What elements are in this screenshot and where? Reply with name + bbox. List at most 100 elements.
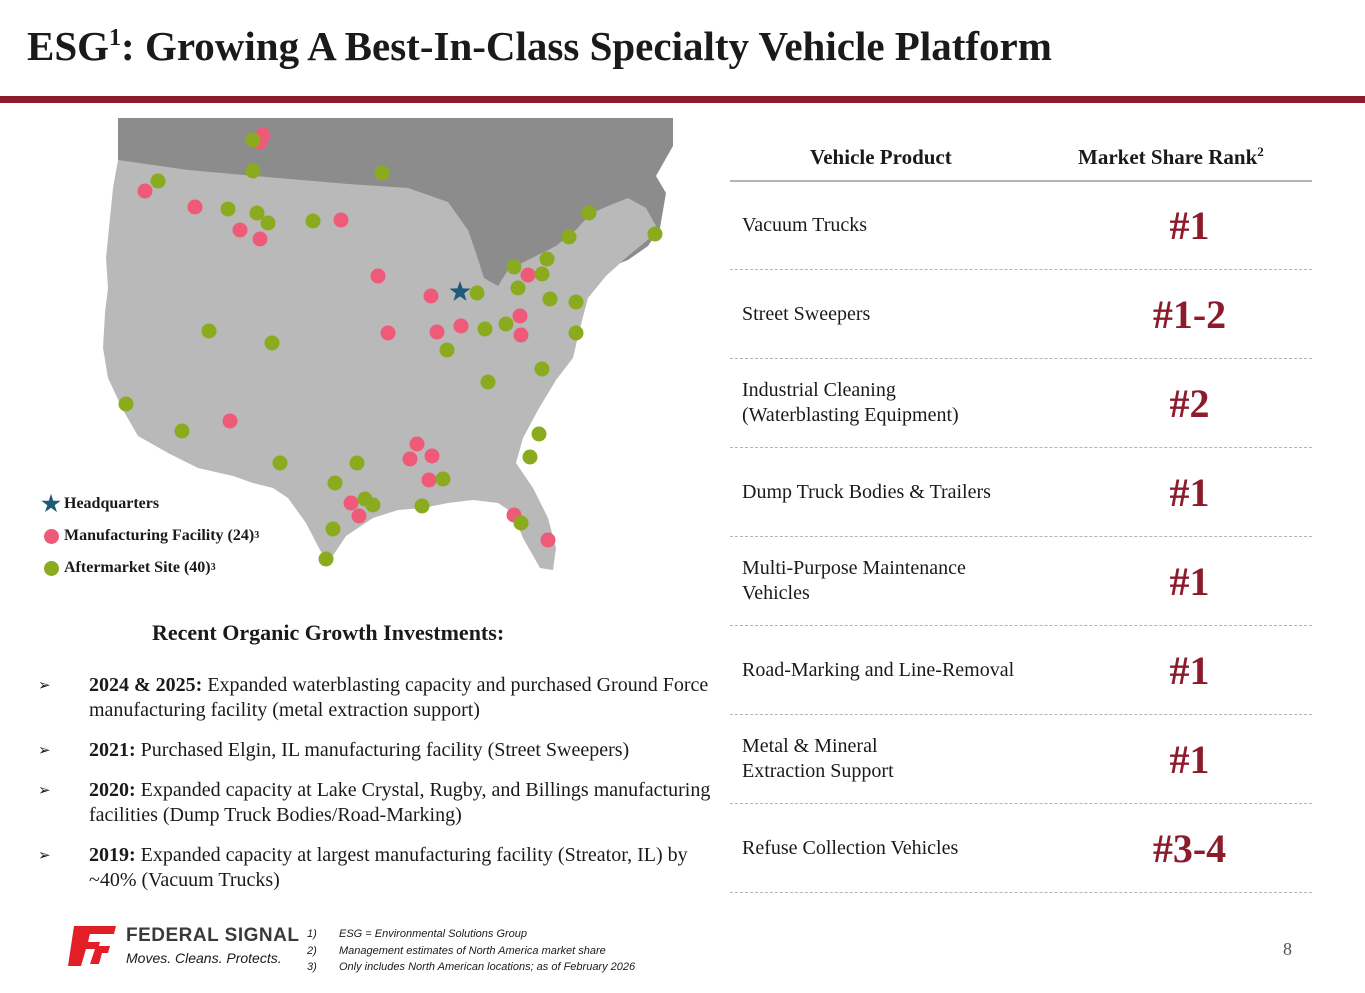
manufacturing-facility-marker[interactable] (187, 199, 203, 215)
aftermarket-site-marker[interactable] (513, 515, 529, 531)
aftermarket-site-marker[interactable] (542, 291, 558, 307)
aftermarket-site-marker[interactable] (568, 294, 584, 310)
product-name: Industrial Cleaning (Waterblasting Equip… (742, 379, 959, 426)
north-america-map (28, 118, 673, 598)
manufacturing-facility-marker[interactable] (333, 212, 349, 228)
growth-year: 2019: (89, 844, 136, 866)
aftermarket-site-marker[interactable] (477, 321, 493, 337)
aftermarket-site-marker[interactable] (174, 423, 190, 439)
page-number: 8 (1283, 939, 1292, 959)
product-name: Dump Truck Bodies & Trailers (742, 480, 991, 503)
aftermarket-site-marker[interactable] (414, 498, 430, 514)
product-name: Metal & Mineral Extraction Support (742, 735, 894, 782)
growth-item: ➢ 2020: Expanded capacity at Lake Crystal… (38, 778, 718, 828)
aftermarket-site-marker[interactable] (260, 215, 276, 231)
manufacturing-facility-marker[interactable] (252, 231, 268, 247)
manufacturing-facility-marker[interactable] (421, 472, 437, 488)
manufacturing-facility-marker[interactable] (540, 532, 556, 548)
aftermarket-site-marker[interactable] (581, 205, 597, 221)
aftermarket-site-marker[interactable] (272, 455, 288, 471)
manufacturing-facility-marker[interactable] (424, 448, 440, 464)
manufacturing-facility-marker[interactable] (409, 436, 425, 452)
growth-text: Expanded waterblasting capacity and purc… (89, 674, 709, 721)
column-header-rank-label: Market Share Rank (1078, 145, 1258, 169)
aftermarket-site-marker[interactable] (498, 316, 514, 332)
manufacturing-facility-marker[interactable] (513, 327, 529, 343)
manufacturing-facility-marker[interactable] (402, 451, 418, 467)
table-row: Metal & Mineral Extraction Support #1 (730, 715, 1312, 804)
manufacturing-facility-marker[interactable] (351, 508, 367, 524)
aftermarket-site-marker[interactable] (506, 259, 522, 275)
aftermarket-site-marker[interactable] (245, 163, 261, 179)
aftermarket-site-marker[interactable] (325, 521, 341, 537)
aftermarket-site-marker[interactable] (534, 361, 550, 377)
aftermarket-site-marker[interactable] (365, 497, 381, 513)
manufacturing-facility-marker[interactable] (512, 308, 528, 324)
aftermarket-site-marker[interactable] (201, 323, 217, 339)
aftermarket-site-marker[interactable] (568, 325, 584, 341)
aftermarket-sites (118, 132, 663, 567)
manufacturing-facility-marker[interactable] (380, 325, 396, 341)
manufacturing-facility-marker[interactable] (370, 268, 386, 284)
table-row: Refuse Collection Vehicles #3-4 (730, 804, 1312, 893)
footnote: 2) Management estimates of North America … (307, 943, 635, 960)
legend-label: Manufacturing Facility (24) (64, 527, 255, 544)
footnote: 1) ESG = Environmental Solutions Group (307, 926, 635, 943)
aftermarket-site-marker[interactable] (305, 213, 321, 229)
aftermarket-site-marker[interactable] (118, 396, 134, 412)
aftermarket-site-marker[interactable] (561, 229, 577, 245)
green-dot-icon (40, 560, 62, 576)
manufacturing-facility-marker[interactable] (429, 324, 445, 340)
column-header-product: Vehicle Product (810, 145, 952, 169)
aftermarket-site-marker[interactable] (374, 165, 390, 181)
aftermarket-site-marker[interactable] (318, 551, 334, 567)
growth-item: ➢ 2021: Purchased Elgin, IL manufacturing… (38, 738, 718, 763)
aftermarket-site-marker[interactable] (439, 342, 455, 358)
table-row: Vacuum Trucks #1 (730, 181, 1312, 270)
aftermarket-site-marker[interactable] (349, 455, 365, 471)
manufacturing-facility-marker[interactable] (453, 318, 469, 334)
manufacturing-facility-marker[interactable] (222, 413, 238, 429)
growth-heading: Recent Organic Growth Investments: (152, 620, 505, 645)
manufacturing-facility-marker[interactable] (423, 288, 439, 304)
headquarters-star-icon[interactable] (449, 281, 471, 301)
aftermarket-site-marker[interactable] (327, 475, 343, 491)
footnotes: 1) ESG = Environmental Solutions Group 2)… (307, 926, 635, 976)
aftermarket-site-marker[interactable] (245, 132, 261, 148)
manufacturing-facility-marker[interactable] (343, 495, 359, 511)
arrow-bullet-icon: ➢ (38, 741, 51, 759)
rank-value: #1 (1169, 202, 1210, 248)
aftermarket-site-marker[interactable] (510, 280, 526, 296)
rank-value: #3-4 (1152, 825, 1227, 871)
aftermarket-site-marker[interactable] (480, 374, 496, 390)
aftermarket-site-marker[interactable] (647, 226, 663, 242)
legend-headquarters: ★ Headquarters (40, 488, 259, 520)
aftermarket-site-marker[interactable] (435, 471, 451, 487)
aftermarket-site-marker[interactable] (249, 205, 265, 221)
aftermarket-site-marker[interactable] (522, 449, 538, 465)
manufacturing-facility-marker[interactable] (520, 267, 536, 283)
aftermarket-site-marker[interactable] (531, 426, 547, 442)
manufacturing-facility-marker[interactable] (137, 183, 153, 199)
column-header-rank: Market Share Rank2 (1078, 145, 1264, 170)
legend-label: Headquarters (64, 495, 160, 512)
table-header: Vehicle Product Market Share Rank2 (730, 140, 1312, 182)
growth-item: ➢ 2024 & 2025: Expanded waterblasting cap… (38, 673, 718, 723)
manufacturing-sites (137, 127, 556, 548)
growth-year: 2021: (89, 739, 136, 761)
footnote-number: 3) (307, 961, 317, 973)
aftermarket-site-marker[interactable] (220, 201, 236, 217)
aftermarket-site-marker[interactable] (469, 285, 485, 301)
aftermarket-site-marker[interactable] (539, 251, 555, 267)
aftermarket-site-marker[interactable] (264, 335, 280, 351)
map-svg (103, 118, 673, 570)
title-divider (0, 96, 1365, 103)
growth-year: 2020: (89, 779, 136, 801)
footnote-ref: 2 (1257, 144, 1264, 159)
manufacturing-facility-marker[interactable] (232, 222, 248, 238)
growth-text: Expanded capacity at largest manufacturi… (89, 844, 688, 891)
aftermarket-site-marker[interactable] (534, 266, 550, 282)
aftermarket-site-marker[interactable] (150, 173, 166, 189)
rank-value: #1 (1169, 558, 1210, 604)
legend-manufacturing: Manufacturing Facility (24) 3 (40, 520, 259, 552)
